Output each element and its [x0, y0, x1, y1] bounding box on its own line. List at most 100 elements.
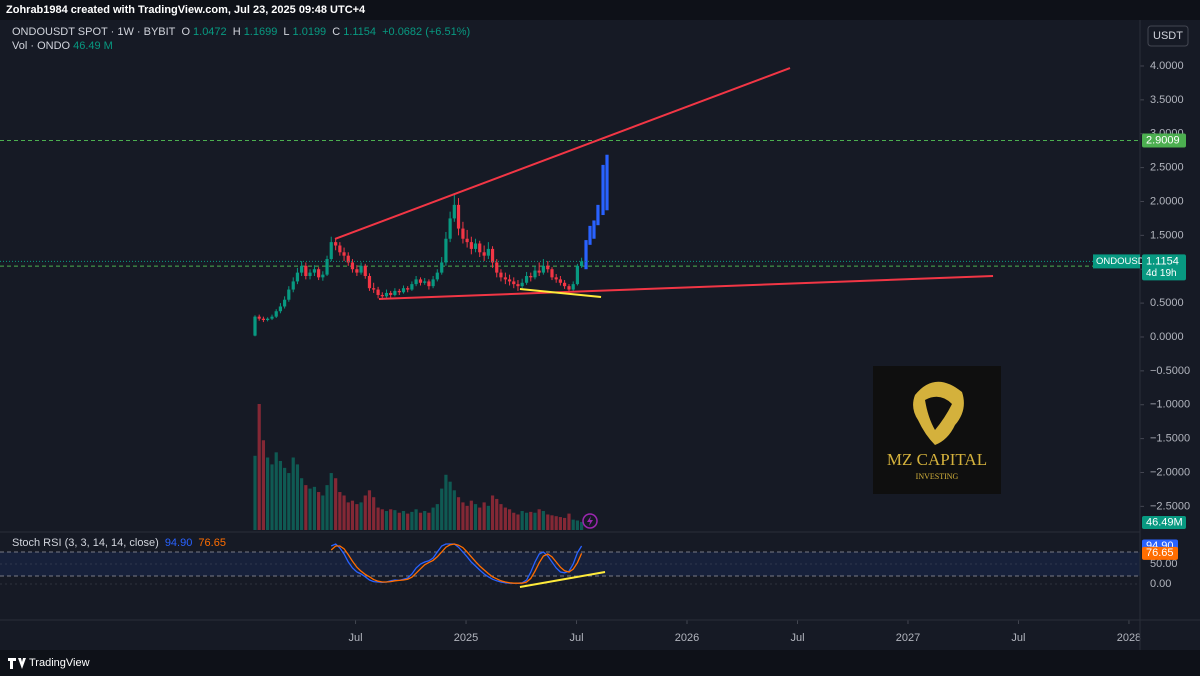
candle-body	[304, 265, 308, 277]
ohlc-l: 1.0199	[292, 26, 327, 38]
x-tick-label: 2026	[675, 632, 699, 644]
candle-body	[274, 311, 278, 317]
candle-body	[376, 289, 380, 295]
candle-body	[469, 242, 473, 249]
footer-bar	[0, 650, 1200, 676]
alert-icon[interactable]	[582, 513, 598, 529]
symbol-header: ONDOUSDT SPOT · 1W · BYBIT O 1.0472 H 1.16…	[12, 26, 473, 38]
projection-bar	[596, 204, 600, 226]
candle-body	[329, 242, 333, 260]
countdown: 4d 19h	[1146, 268, 1177, 279]
volume-bar	[342, 495, 346, 530]
candle-body	[541, 265, 545, 273]
candle-body	[524, 276, 529, 283]
footer-logo	[8, 658, 26, 669]
candle-body	[452, 204, 456, 219]
volume-bar	[423, 511, 427, 530]
candle-body	[384, 292, 389, 297]
volume-bar	[406, 513, 410, 530]
stoch-value-label: 76.65	[1146, 547, 1174, 559]
currency-button[interactable]	[1147, 25, 1189, 47]
stoch-header: Stoch RSI (3, 3, 14, 14, close) 94.90 76…	[12, 537, 229, 549]
y-tick-label: −2.0000	[1150, 466, 1190, 478]
candle-body	[253, 316, 257, 336]
volume-bar	[440, 488, 444, 530]
trendline	[334, 67, 791, 240]
candle-body	[529, 276, 533, 278]
y-tick-label: 4.0000	[1150, 60, 1184, 72]
volume-bar	[580, 521, 584, 530]
volume-bar	[308, 488, 312, 530]
candle-body	[380, 294, 384, 297]
volume-bar	[495, 498, 499, 530]
candle-body	[410, 284, 414, 290]
candle-body	[554, 277, 558, 280]
volume-bar	[300, 478, 304, 530]
candle-body	[423, 281, 427, 283]
candle-body	[558, 279, 562, 283]
y-tick-label: 0.0000	[1150, 331, 1184, 343]
volume-bar	[295, 464, 300, 530]
plot-layer: 4.00003.50003.00002.50002.00001.50001.00…	[0, 60, 1190, 644]
volume-bar	[359, 502, 363, 530]
candle-body	[486, 248, 490, 256]
alert-bolt	[587, 516, 593, 526]
volume-bar	[512, 512, 516, 530]
volume-bar	[253, 455, 257, 530]
projection-bar	[605, 154, 609, 211]
volume-bar	[329, 473, 333, 530]
x-tick-label: Jul	[569, 632, 583, 644]
alert-circle[interactable]	[582, 513, 598, 529]
volume-bar	[482, 502, 486, 530]
volume-bar	[461, 502, 465, 530]
volume-bar	[473, 504, 478, 530]
volume-bar	[376, 507, 380, 530]
y-tick-label: 2.0000	[1150, 195, 1184, 207]
background-layer	[0, 404, 1140, 585]
candle-body	[465, 238, 469, 243]
currency-button-text[interactable]: USDT	[1153, 30, 1183, 42]
volume-bar	[401, 511, 406, 530]
volume-bar	[571, 519, 575, 530]
candle-body	[520, 282, 524, 287]
volume-bar	[444, 474, 448, 530]
candle-body	[461, 228, 465, 239]
candle-body	[359, 265, 363, 273]
volume-bar	[372, 497, 376, 530]
candle-body	[406, 288, 410, 290]
candle-body	[580, 261, 584, 267]
y-tick-label: 1.5000	[1150, 229, 1184, 241]
volume-value: 46.49 M	[73, 40, 113, 52]
candle-body	[338, 245, 342, 253]
credit: Zohrab1984 created with TradingView.com,…	[6, 4, 366, 16]
volume-bar	[490, 495, 495, 530]
volume-bar	[346, 502, 350, 530]
symbol[interactable]: ONDOUSDT SPOT · 1W · BYBIT	[12, 26, 176, 38]
candle-body	[372, 288, 376, 290]
candle-body	[490, 248, 495, 263]
logo-lion-detail	[925, 396, 952, 430]
volume-bar	[499, 504, 503, 530]
x-tick-label: 2025	[454, 632, 478, 644]
volume-bar	[389, 509, 393, 530]
volume-bar	[486, 505, 490, 530]
volume-bar	[427, 512, 431, 530]
stoch-title: Stoch RSI (3, 3, 14, 14, close)	[12, 537, 159, 549]
candle-body	[283, 299, 287, 307]
candle-body	[393, 290, 397, 295]
candle-body	[265, 318, 270, 321]
candle-body	[261, 318, 265, 321]
volume-bar	[558, 517, 562, 530]
volume-bar	[312, 486, 317, 530]
volume-bar	[448, 481, 452, 530]
volume-title: Vol · ONDO	[12, 40, 71, 52]
y-tick-label: −1.5000	[1150, 433, 1190, 445]
candle-body	[321, 274, 325, 278]
stoch-value-box	[1142, 546, 1178, 560]
candle-body	[499, 272, 503, 278]
volume-bar	[554, 516, 558, 530]
candle-body	[533, 270, 537, 278]
volume-bar	[550, 515, 554, 530]
candle-body	[482, 252, 486, 256]
